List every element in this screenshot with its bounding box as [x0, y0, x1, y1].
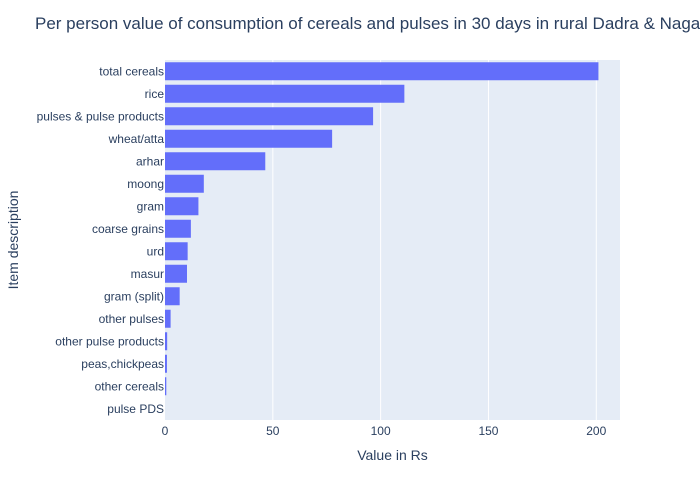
bar [165, 354, 167, 373]
x-tick-label: 150 [478, 424, 498, 438]
y-tick-label: arhar [136, 154, 164, 168]
y-tick-label: total cereals [99, 64, 164, 78]
bar [165, 174, 204, 193]
y-tick-label: wheat/atta [108, 132, 165, 146]
y-tick-label: urd [147, 244, 164, 258]
bar [165, 62, 599, 81]
bar [165, 84, 405, 103]
y-tick-label: masur [131, 267, 164, 281]
bars [165, 62, 599, 396]
y-tick-label: coarse grains [92, 222, 164, 236]
y-tick-labels: total cereals rice pulses & pulse products… [37, 64, 165, 416]
bar [165, 377, 167, 396]
y-tick-label: gram (split) [104, 289, 164, 303]
bar [165, 197, 199, 216]
bar [165, 287, 180, 306]
bar [165, 107, 374, 126]
y-tick-label: pulses & pulse products [37, 109, 164, 123]
x-tick-labels: 0 50 100 150 200 [162, 424, 607, 438]
y-tick-label: peas,chickpeas [81, 357, 164, 371]
y-tick-label: pulse PDS [107, 402, 164, 416]
x-tick-label: 0 [162, 424, 169, 438]
bar [165, 332, 168, 351]
bar [165, 219, 191, 238]
y-tick-label: other pulses [99, 312, 164, 326]
bar [165, 242, 188, 261]
y-tick-label: rice [145, 87, 165, 101]
bar [165, 264, 187, 283]
bar [165, 152, 266, 171]
y-tick-label: other cereals [95, 379, 164, 393]
y-tick-label: moong [127, 177, 164, 191]
y-tick-label: gram [137, 199, 164, 213]
x-tick-label: 50 [266, 424, 280, 438]
x-axis-title: Value in Rs [357, 447, 428, 463]
x-tick-label: 100 [371, 424, 391, 438]
bar [165, 309, 171, 328]
chart-title: Per person value of consumption of cerea… [35, 14, 700, 33]
x-tick-label: 200 [586, 424, 606, 438]
y-tick-label: other pulse products [55, 334, 164, 348]
bar [165, 129, 333, 148]
y-axis-title: Item description [5, 191, 21, 290]
